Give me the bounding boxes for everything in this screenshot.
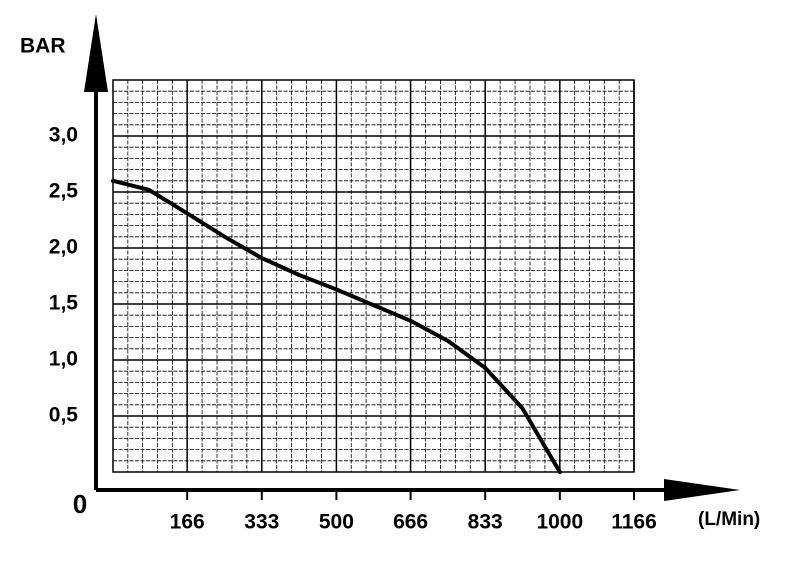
x-axis-arrow	[664, 479, 740, 501]
x-axis-label: (L/Min)	[698, 509, 760, 530]
grid	[112, 79, 635, 473]
origin-label: 0	[73, 489, 87, 519]
x-tick-label: 166	[170, 511, 205, 534]
y-axis-arrow	[84, 14, 108, 92]
x-tick-label: 833	[468, 511, 503, 534]
y-tick-label: 3,0	[49, 124, 78, 147]
x-tick-label: 1000	[536, 511, 583, 534]
curve	[111, 178, 562, 474]
y-tick-label: 1,5	[49, 292, 79, 315]
grid-frame	[112, 79, 635, 473]
y-tick-label: 0,5	[49, 404, 79, 427]
x-tick-label: 333	[244, 511, 279, 534]
y-tick-label: 2,5	[49, 180, 79, 203]
x-tick-label: 666	[393, 511, 428, 534]
x-tick-label: 500	[319, 511, 354, 534]
y-axis-label: BAR	[20, 35, 66, 58]
x-tick-label: 1166	[611, 511, 657, 534]
y-tick-label: 1,0	[49, 348, 78, 371]
y-tick-label: 2,0	[49, 236, 78, 259]
